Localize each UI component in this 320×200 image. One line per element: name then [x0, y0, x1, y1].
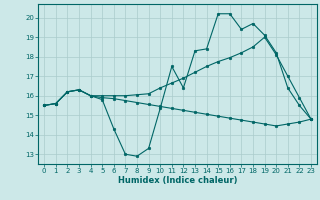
X-axis label: Humidex (Indice chaleur): Humidex (Indice chaleur) — [118, 176, 237, 185]
